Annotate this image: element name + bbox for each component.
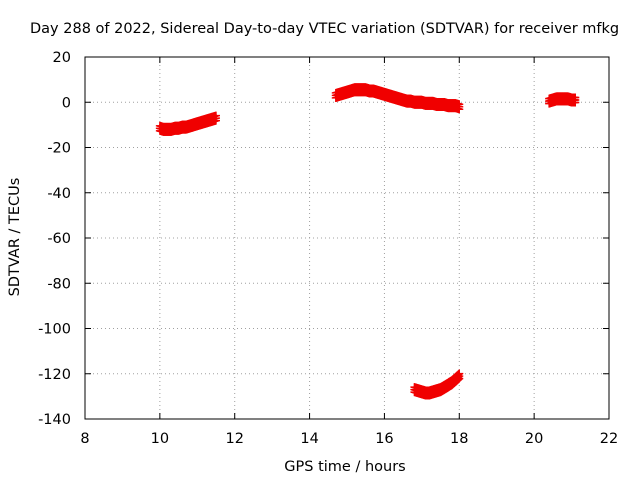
x-tick-label: 16 xyxy=(375,431,393,447)
y-tick-label: -20 xyxy=(47,141,71,157)
segment-2 xyxy=(331,83,464,114)
y-tick-label: -140 xyxy=(38,412,71,428)
data-point xyxy=(571,98,580,107)
x-tick-label: 10 xyxy=(151,431,169,447)
x-tick-label: 18 xyxy=(450,431,468,447)
x-tick-label: 14 xyxy=(300,431,318,447)
segment-1 xyxy=(155,111,220,136)
chart-title: Day 288 of 2022, Sidereal Day-to-day VTE… xyxy=(30,21,619,37)
data-point xyxy=(212,116,220,125)
data-points xyxy=(155,83,580,400)
data-point xyxy=(455,105,464,114)
y-tick-label: 0 xyxy=(62,95,71,111)
y-axis-label: SDTVAR / TECUs xyxy=(7,178,23,297)
y-tick-label: -120 xyxy=(38,367,71,383)
segment-3 xyxy=(410,369,464,400)
y-tick-label: -60 xyxy=(47,231,71,247)
axis-ticks: 8 10 12 14 16 18 20 22 20 0 -20 -40 -60 -80 -100 -120 -1… xyxy=(38,50,618,447)
x-tick-label: 8 xyxy=(80,431,89,447)
x-tick-label: 22 xyxy=(600,431,618,447)
segment-4 xyxy=(545,92,580,108)
y-tick-label: -100 xyxy=(38,322,71,338)
x-axis-label: GPS time / hours xyxy=(284,459,405,475)
data-point xyxy=(455,374,464,383)
y-tick-label: -40 xyxy=(47,186,71,202)
y-tick-label: 20 xyxy=(53,50,71,66)
x-tick-label: 20 xyxy=(525,431,543,447)
y-tick-label: -80 xyxy=(47,276,71,292)
plot-frame xyxy=(84,56,610,420)
x-tick-label: 12 xyxy=(225,431,243,447)
grid xyxy=(85,57,609,419)
